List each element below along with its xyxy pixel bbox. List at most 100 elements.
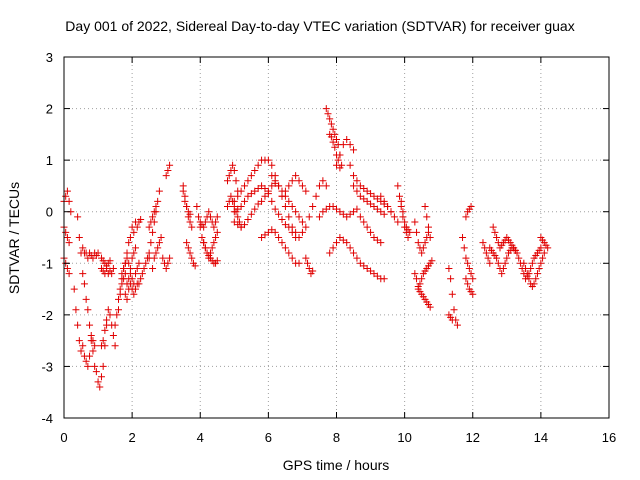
- data-point: [147, 239, 155, 247]
- data-series-55: [486, 244, 545, 283]
- data-point: [230, 166, 238, 174]
- data-point: [292, 234, 300, 241]
- data-point: [329, 125, 337, 133]
- data-point: [331, 143, 339, 151]
- data-point: [450, 306, 458, 314]
- data-point: [493, 234, 501, 241]
- data-point: [416, 280, 424, 288]
- data-point: [302, 254, 310, 262]
- data-point: [315, 213, 323, 221]
- x-tick-label: 16: [602, 430, 616, 445]
- data-series-49: [445, 264, 461, 329]
- data-point: [540, 249, 548, 257]
- data-point: [460, 244, 468, 252]
- data-point: [390, 213, 398, 221]
- data-series-52: [462, 275, 477, 298]
- data-point: [200, 239, 208, 247]
- data-series-24: [224, 161, 242, 195]
- data-point: [130, 249, 138, 257]
- data-point: [206, 213, 214, 221]
- data-point: [79, 244, 87, 252]
- data-point: [426, 234, 434, 241]
- data-point: [188, 254, 196, 262]
- data-point: [424, 223, 432, 231]
- data-point: [201, 244, 209, 252]
- data-point: [132, 270, 140, 278]
- data-point: [198, 234, 206, 241]
- data-point: [184, 244, 192, 252]
- data-point: [115, 306, 122, 314]
- data-point: [537, 244, 545, 252]
- data-point: [149, 213, 157, 221]
- data-point: [499, 264, 507, 272]
- data-point: [86, 352, 94, 360]
- data-series-58: [537, 234, 552, 252]
- data-point: [237, 187, 245, 195]
- data-series-53: [462, 203, 475, 221]
- data-point: [537, 259, 545, 267]
- data-point: [106, 311, 114, 319]
- data-point: [447, 275, 455, 283]
- data-point: [118, 270, 126, 278]
- data-point: [132, 285, 140, 293]
- data-point: [528, 259, 536, 267]
- data-point: [530, 280, 538, 288]
- data-point: [353, 254, 361, 262]
- x-tick-label: 6: [265, 430, 272, 445]
- data-point: [326, 249, 334, 257]
- data-point: [244, 177, 252, 185]
- data-point: [162, 172, 170, 180]
- data-point: [145, 223, 153, 231]
- data-point: [106, 257, 114, 265]
- data-point: [292, 172, 300, 180]
- tick-marks: [63, 56, 610, 419]
- x-tick-label: 4: [197, 430, 204, 445]
- data-point: [414, 239, 422, 247]
- data-point: [195, 213, 203, 221]
- data-point: [268, 161, 276, 169]
- data-series-46: [421, 203, 434, 241]
- data-point: [462, 254, 470, 262]
- data-point: [75, 337, 83, 345]
- data-point: [99, 362, 107, 370]
- data-point: [281, 187, 289, 195]
- data-series-44: [397, 197, 414, 236]
- data-point: [97, 342, 105, 350]
- data-point: [493, 254, 501, 262]
- data-point: [205, 208, 213, 216]
- data-point: [63, 264, 71, 272]
- x-tick-labels: 0 2 4 6 8 10 12 14 16: [60, 430, 616, 445]
- data-point: [241, 221, 249, 229]
- data-point: [275, 210, 283, 218]
- data-point: [237, 203, 245, 211]
- data-point: [396, 192, 404, 200]
- x-tick-label: 12: [466, 430, 480, 445]
- data-point: [462, 275, 470, 283]
- data-point: [133, 264, 141, 272]
- data-point: [147, 218, 155, 226]
- data-point: [152, 203, 160, 211]
- data-point: [99, 337, 107, 345]
- data-point: [532, 275, 540, 283]
- data-point: [322, 105, 330, 113]
- data-series-29: [258, 226, 303, 267]
- y-axis-label: SDTVAR / TECUs: [6, 182, 22, 294]
- data-series-28: [230, 179, 279, 231]
- data-point: [404, 234, 412, 241]
- data-series-8: [111, 215, 145, 329]
- data-point: [288, 254, 296, 262]
- data-point: [319, 177, 327, 185]
- data-point: [515, 254, 523, 262]
- data-series-19: [183, 239, 199, 270]
- data-point: [401, 218, 409, 226]
- data-series-41: [356, 213, 385, 247]
- data-point: [486, 259, 494, 267]
- data-point: [181, 197, 189, 205]
- data-point: [423, 213, 431, 221]
- data-series-51: [459, 234, 477, 283]
- data-point: [292, 208, 300, 216]
- y-tick-label: 3: [46, 50, 53, 65]
- data-point: [343, 136, 351, 144]
- data-point: [121, 290, 129, 298]
- data-point: [241, 182, 249, 190]
